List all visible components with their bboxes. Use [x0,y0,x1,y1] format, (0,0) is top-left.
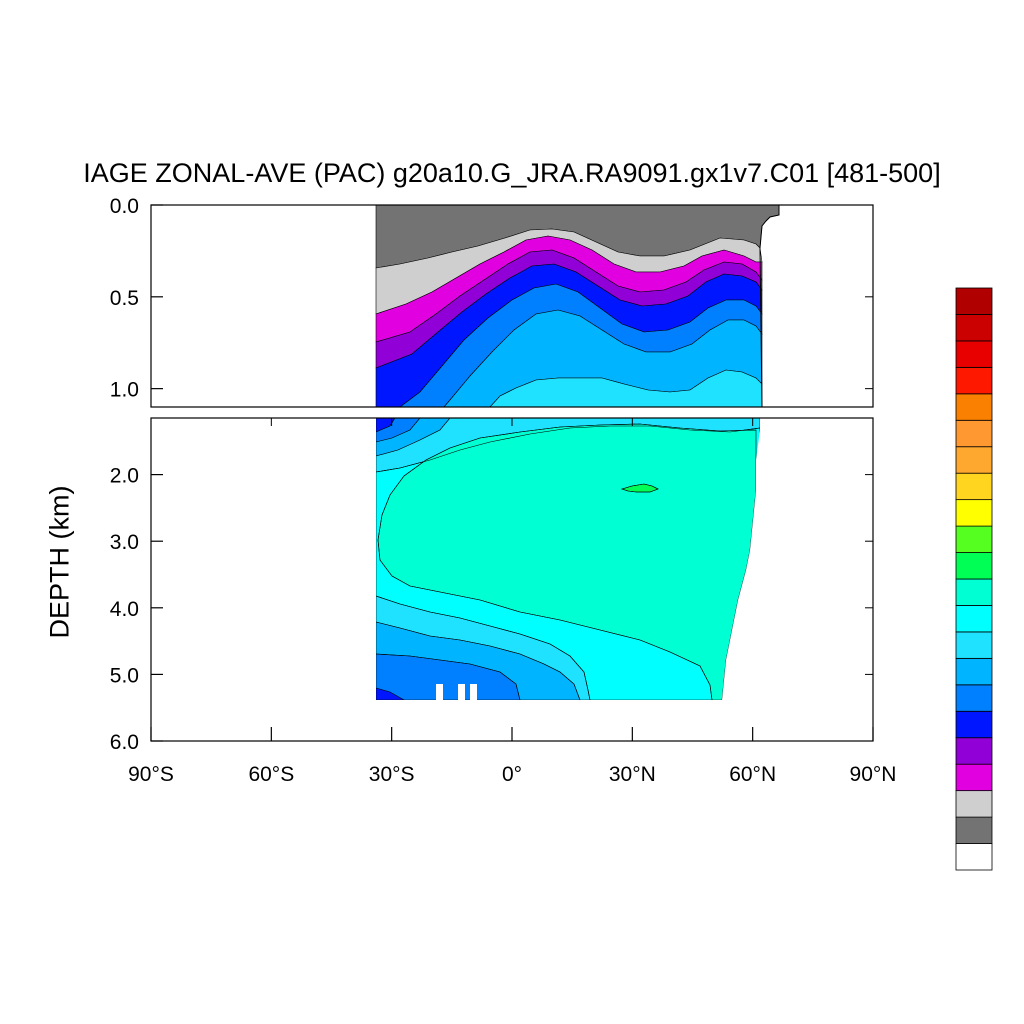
colorbar-swatch-20 [955,314,993,342]
colorbar-swatch-1 [955,816,993,844]
colorbar-swatch-10 [955,578,993,606]
colorbar-swatch-19 [955,340,993,368]
upper-band-light-cyan [489,369,763,407]
lower-y-tick-label-2: 4.0 [110,598,139,621]
colorbar-swatch-2 [955,790,993,818]
colorbar-swatch-17 [955,393,993,421]
colorbar [955,287,993,871]
lower-y-tick-label-0: 2.0 [110,465,139,488]
colorbar-swatch-0 [955,843,993,871]
colorbar-swatch-15 [955,446,993,474]
x-tick-label-3: 0° [502,763,522,786]
x-tick-label-1: 60°S [248,763,294,786]
lower-seamount-gap-3 [470,684,477,700]
upper-coastline [759,205,780,407]
colorbar-swatch-9 [955,605,993,633]
upper-y-tick-label-2: 1.0 [110,379,139,402]
colorbar-swatch-12 [955,525,993,553]
x-tick-label-0: 90°S [128,763,174,786]
colorbar-swatch-8 [955,631,993,659]
lower-topography-land [151,418,873,741]
colorbar-swatch-13 [955,499,993,527]
lower-seamount-gap-2 [458,684,465,700]
colorbar-swatch-3 [955,763,993,792]
colorbar-swatch-16 [955,419,993,448]
lower-contour-lines [375,423,761,701]
x-tick-label-4: 30°N [609,763,656,786]
colorbar-swatch-6 [955,684,993,712]
colorbar-swatch-5 [955,710,993,739]
x-tick-label-2: 30°S [369,763,415,786]
lower-y-tick-label-4: 6.0 [110,731,139,754]
lower-y-tick-label-3: 5.0 [110,664,139,687]
upper-panel-frame [150,204,874,408]
colorbar-swatch-21 [955,287,993,315]
colorbar-swatch-4 [955,737,993,765]
colorbar-swatch-7 [955,657,993,686]
colorbar-swatch-11 [955,552,993,580]
lower-panel-field [151,418,873,741]
upper-y-tick-label-0: 0.0 [110,195,139,218]
chart-title: IAGE ZONAL-AVE (PAC) g20a10.G_JRA.RA9091… [83,158,941,188]
colorbar-swatch-14 [955,472,993,501]
lower-seamount-gap-1 [436,684,443,700]
axis-ticks: 90°S 60°S 30°S 0° 30°N 60°N 90°N 0.0 0.5 1.0 2.0 3.… [110,195,897,786]
x-tick-label-5: 60°N [729,763,776,786]
upper-panel-field [375,205,780,407]
upper-y-tick-label-1: 0.5 [110,287,139,310]
lower-y-tick-label-1: 3.0 [110,531,139,554]
colorbar-swatch-18 [955,366,993,395]
x-tick-label-6: 90°N [850,763,897,786]
